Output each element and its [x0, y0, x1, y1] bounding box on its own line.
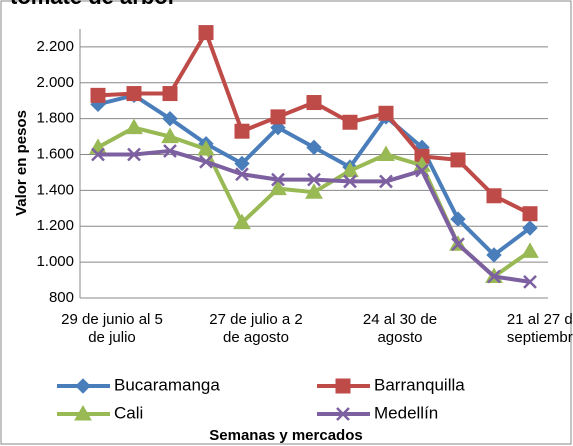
marker — [377, 145, 395, 162]
marker — [197, 140, 215, 156]
marker — [233, 213, 251, 230]
marker — [126, 86, 142, 102]
marker — [305, 183, 323, 199]
y-axis-label: Valor en pesos — [13, 110, 30, 216]
marker — [198, 25, 214, 41]
y-tick-label: 1.800 — [36, 110, 74, 127]
series-line — [97, 93, 532, 257]
marker — [450, 211, 466, 227]
marker — [162, 86, 178, 102]
marker — [523, 274, 537, 289]
marker — [306, 139, 322, 156]
marker — [127, 147, 141, 162]
marker — [307, 172, 321, 187]
y-tick-label: 1.600 — [36, 146, 74, 163]
y-tick-label: 800 — [49, 289, 74, 306]
marker — [234, 123, 250, 139]
marker — [451, 237, 465, 252]
marker — [486, 188, 502, 204]
marker — [306, 95, 322, 111]
marker — [486, 247, 502, 263]
legend-label: Medellín — [374, 403, 438, 422]
marker — [162, 110, 178, 127]
marker — [90, 87, 106, 103]
marker — [234, 155, 250, 172]
marker — [522, 220, 538, 236]
x-tick-label: 21 al 27 de septiembre — [506, 311, 573, 346]
marker — [522, 206, 538, 222]
legend-marker — [75, 378, 91, 394]
legend-marker — [336, 407, 350, 421]
y-tick-label: 1.400 — [36, 181, 74, 198]
chart-title: tomate de árbol — [10, 0, 174, 9]
marker — [450, 152, 466, 168]
marker — [125, 118, 143, 135]
marker — [341, 161, 359, 178]
marker — [342, 114, 358, 130]
x-axis-label: Semanas y mercados — [209, 427, 362, 444]
marker — [521, 242, 539, 258]
x-tick-label: 27 de julio a 2 de agosto — [209, 311, 303, 346]
marker — [415, 163, 429, 178]
marker — [343, 174, 357, 189]
legend-label: Bucaramanga — [114, 375, 220, 394]
marker — [199, 154, 213, 169]
x-tick-label: 24 al 30 de agosto — [362, 311, 438, 346]
marker — [379, 174, 393, 189]
marker — [378, 105, 394, 121]
marker — [161, 127, 179, 144]
marker — [270, 109, 286, 125]
marker — [269, 179, 287, 196]
y-tick-label: 2.000 — [36, 74, 74, 91]
legend-label: Barranquilla — [374, 375, 465, 394]
marker — [235, 167, 249, 182]
marker — [487, 269, 501, 284]
legend-marker — [74, 404, 92, 421]
y-tick-label: 1.200 — [36, 217, 74, 234]
marker — [163, 144, 177, 158]
marker — [91, 147, 105, 162]
legend-marker — [335, 378, 351, 394]
y-tick-label: 2.200 — [36, 38, 74, 55]
legend-label: Cali — [114, 403, 143, 422]
marker — [271, 172, 285, 187]
y-tick-label: 1.000 — [36, 253, 74, 270]
x-tick-label: 29 de junio al 5 de julio — [61, 311, 163, 346]
